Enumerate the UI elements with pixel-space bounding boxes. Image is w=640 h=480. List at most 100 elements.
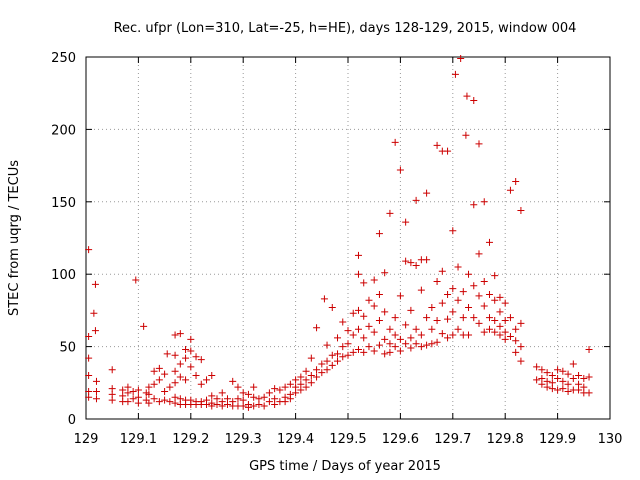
data-point (457, 54, 465, 62)
data-point (85, 372, 93, 380)
data-point (480, 328, 488, 336)
data-point (265, 398, 273, 406)
data-point (323, 341, 331, 349)
data-point (286, 380, 294, 388)
y-tick-label: 0 (68, 413, 76, 428)
data-point (449, 308, 457, 316)
data-point (166, 383, 174, 391)
data-point (223, 401, 231, 409)
data-point (320, 295, 328, 303)
data-point (512, 178, 520, 186)
data-point (313, 366, 321, 374)
data-point (260, 393, 268, 401)
data-point (375, 290, 383, 298)
data-point (444, 315, 452, 323)
data-point (428, 325, 436, 333)
data-point (92, 395, 100, 403)
data-point (286, 395, 294, 403)
data-point (407, 344, 415, 352)
data-point (491, 272, 499, 280)
data-point (564, 387, 572, 395)
data-point (428, 304, 436, 312)
data-point (260, 402, 268, 410)
data-point (454, 296, 462, 304)
data-point (171, 379, 179, 387)
data-point (360, 348, 368, 356)
data-point (155, 364, 163, 372)
data-point (402, 218, 410, 226)
data-point (91, 280, 99, 288)
data-point (554, 374, 562, 382)
data-point (129, 387, 137, 395)
x-tick-label: 129.9 (539, 432, 576, 447)
data-point (250, 402, 258, 410)
data-point (512, 337, 520, 345)
data-point (402, 321, 410, 329)
data-point (496, 308, 504, 316)
data-point (491, 296, 499, 304)
x-tick-label: 129.2 (172, 432, 209, 447)
data-point (496, 322, 504, 330)
data-point (423, 189, 431, 197)
data-point (433, 338, 441, 346)
data-point (559, 367, 567, 375)
data-point (459, 288, 467, 296)
data-point (564, 380, 572, 388)
data-point (501, 328, 509, 336)
data-point (533, 376, 541, 384)
y-tick-label: 200 (51, 123, 76, 138)
data-point (182, 345, 190, 353)
data-point (485, 290, 493, 298)
data-point (506, 314, 514, 322)
data-point (234, 395, 242, 403)
data-point (386, 340, 394, 348)
data-point (396, 335, 404, 343)
data-point (161, 370, 169, 378)
data-point (323, 357, 331, 365)
data-point (517, 357, 525, 365)
data-point (538, 366, 546, 374)
data-point (108, 396, 116, 404)
data-point (85, 393, 93, 401)
data-point (255, 401, 263, 409)
data-point (444, 334, 452, 342)
data-point (360, 312, 368, 320)
data-point (85, 332, 93, 340)
data-point (297, 386, 305, 394)
data-point (197, 380, 205, 388)
data-point (187, 347, 195, 355)
data-point (360, 334, 368, 342)
data-point (575, 372, 583, 380)
data-point (354, 325, 362, 333)
data-point (370, 302, 378, 310)
data-point (208, 392, 216, 400)
data-point (176, 330, 184, 338)
data-point (449, 331, 457, 339)
data-point (192, 353, 200, 361)
data-point (244, 403, 252, 411)
data-point (176, 373, 184, 381)
data-point (580, 374, 588, 382)
data-point (307, 379, 315, 387)
data-point (250, 383, 258, 391)
data-point (349, 309, 357, 317)
data-point (381, 335, 389, 343)
data-point (417, 331, 425, 339)
data-point (370, 276, 378, 284)
data-point (444, 147, 452, 155)
data-point (417, 343, 425, 351)
data-point (192, 372, 200, 380)
data-point (302, 376, 310, 384)
data-point (475, 250, 483, 258)
data-point (470, 282, 478, 290)
data-point (463, 92, 471, 100)
data-point (339, 353, 347, 361)
data-point (543, 383, 551, 391)
data-point (454, 325, 462, 333)
data-point (365, 322, 373, 330)
data-point (475, 319, 483, 327)
data-point (402, 340, 410, 348)
data-point (334, 334, 342, 342)
data-point (407, 259, 415, 267)
data-point (203, 376, 211, 384)
